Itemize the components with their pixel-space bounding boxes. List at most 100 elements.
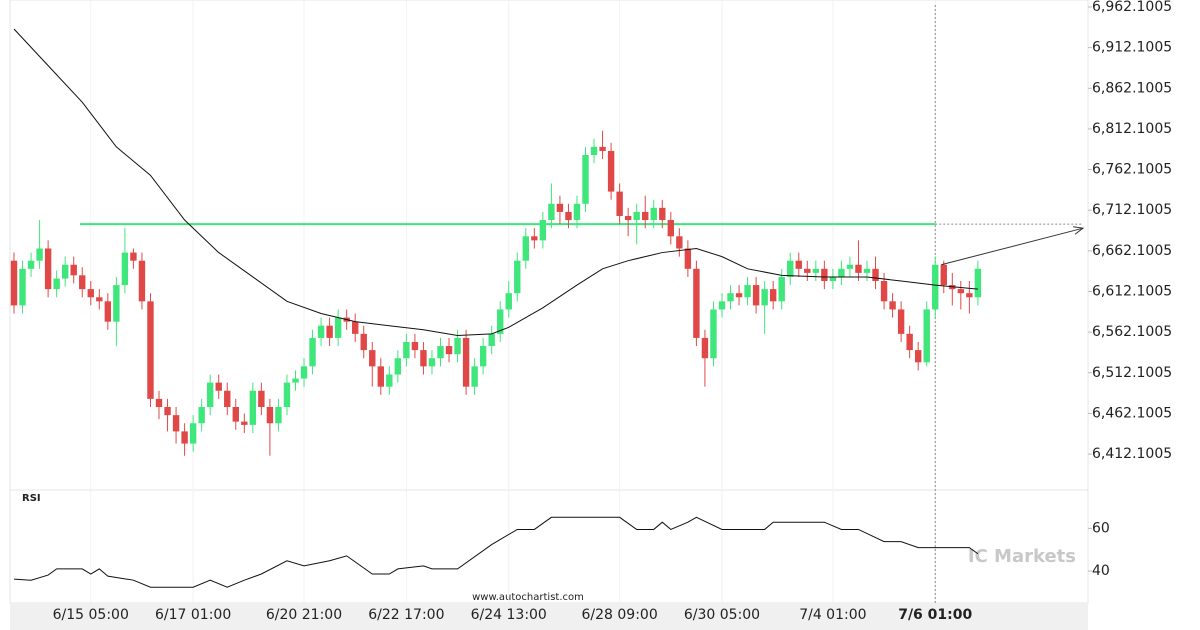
candle-body — [897, 309, 905, 334]
candle-body — [79, 275, 86, 290]
candle-body — [565, 211, 572, 221]
candle-body — [386, 374, 393, 387]
candle-body — [769, 289, 777, 302]
candle-body — [531, 236, 538, 241]
candle-body — [309, 337, 316, 367]
candle-body — [616, 191, 623, 216]
candle-body — [556, 203, 564, 212]
candle-body — [701, 337, 709, 359]
candle-body — [838, 268, 845, 277]
candle-body — [974, 268, 982, 298]
candle-body — [53, 278, 60, 290]
candle-body — [44, 248, 52, 290]
x-tick-label: 6/24 13:00 — [471, 607, 547, 623]
candle-body — [155, 398, 163, 408]
forecast-arrowhead — [1073, 226, 1085, 235]
moving-average — [13, 28, 978, 336]
x-tick-label: 6/30 05:00 — [684, 607, 760, 623]
x-tick-label: 6/28 09:00 — [582, 607, 658, 623]
candle-body — [394, 358, 402, 375]
candle-body — [710, 309, 717, 359]
candle-body — [488, 333, 495, 347]
candle-body — [889, 301, 896, 310]
candle-body — [607, 150, 615, 192]
x-axis-band — [10, 603, 1088, 630]
candle-body — [752, 285, 760, 306]
candle-body — [420, 350, 427, 367]
candle-body — [778, 276, 785, 302]
candle-body — [923, 309, 930, 363]
candle-body — [471, 366, 478, 387]
candle-body — [164, 407, 171, 416]
candle-body — [880, 281, 888, 302]
candle-body — [61, 264, 69, 279]
candle-body — [497, 309, 504, 334]
candle-body — [266, 407, 274, 424]
candle-body — [292, 378, 299, 383]
candle-body — [872, 268, 879, 282]
candle-body — [454, 337, 461, 355]
candle-body — [147, 301, 154, 399]
plot-frame — [9, 0, 1089, 604]
candle-body — [87, 289, 94, 298]
candle-body — [462, 337, 470, 387]
candle-body — [113, 285, 120, 322]
candle-body — [479, 346, 487, 367]
candle-body — [693, 268, 700, 338]
candle-body — [539, 220, 547, 241]
candle-body — [172, 415, 180, 432]
candle-body — [121, 252, 129, 286]
candle-body — [352, 321, 359, 334]
x-tick-label: 7/4 01:00 — [799, 607, 866, 623]
y-tick-label: 6,712.1005 — [1092, 202, 1172, 218]
candle-body — [744, 285, 751, 298]
candle-body — [215, 382, 222, 391]
candle-body — [659, 207, 666, 221]
x-tick-label: 6/22 17:00 — [368, 607, 444, 623]
candle-body — [360, 333, 367, 351]
candle-body — [821, 268, 828, 282]
candle-body — [906, 333, 913, 351]
candle-body — [804, 268, 811, 273]
candle-body — [684, 248, 692, 269]
candle-body — [957, 289, 965, 294]
candle-body — [676, 236, 683, 249]
candle-body — [863, 268, 871, 273]
candle-body — [232, 407, 239, 422]
candle-body — [522, 236, 529, 261]
source: www.autochartist.com — [472, 592, 584, 603]
rsi-title: RSI — [22, 493, 41, 504]
candle-body — [96, 297, 103, 302]
candle-body — [548, 203, 555, 221]
candle-body — [36, 248, 43, 261]
candle-body — [445, 346, 453, 355]
candle-body — [582, 155, 589, 204]
candle-body — [283, 382, 291, 408]
candle-body — [966, 293, 973, 298]
candle-body — [189, 423, 197, 444]
candle-body — [932, 264, 939, 310]
candle-body — [198, 407, 205, 424]
candle-body — [735, 293, 743, 298]
candle-body — [411, 341, 419, 351]
candle-body — [27, 260, 35, 269]
candle-body — [505, 293, 512, 310]
candle-body — [667, 220, 675, 237]
y-tick-label: 6,512.1005 — [1092, 365, 1172, 381]
rsi-line — [13, 516, 979, 588]
candle-body — [650, 207, 657, 221]
rsi-tick-label: 60 — [1092, 520, 1110, 536]
candle-body — [19, 268, 26, 306]
rsi-tick-label: 40 — [1092, 563, 1110, 579]
candle-body — [317, 325, 325, 338]
y-tick-label: 6,912.1005 — [1092, 40, 1172, 56]
x-tick-label: 6/17 01:00 — [155, 607, 231, 623]
y-tick-label: 6,462.1005 — [1092, 405, 1172, 421]
candle-body — [258, 390, 265, 408]
candle-body — [224, 390, 231, 408]
candle-body — [812, 268, 820, 273]
candle-body — [334, 317, 342, 338]
y-tick-label: 6,662.1005 — [1092, 243, 1172, 259]
candle-body — [940, 264, 947, 286]
